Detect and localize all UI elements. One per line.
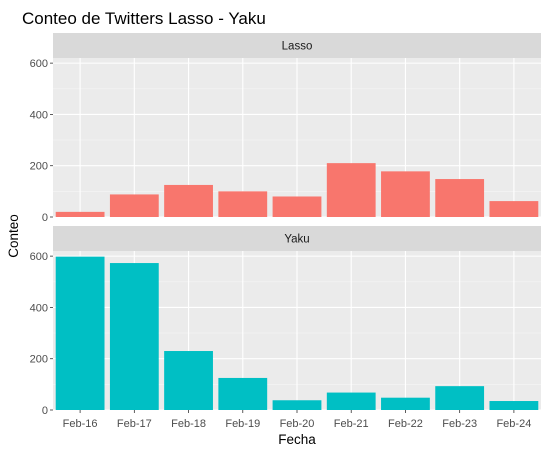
facet-strip-label: Lasso [282, 41, 313, 53]
bar-yaku-feb-21 [326, 392, 376, 410]
chart-title: Conteo de Twitters Lasso - Yaku [22, 9, 266, 28]
facet-strip [53, 226, 541, 251]
bar-lasso-feb-20 [272, 196, 322, 217]
x-tick-label: Feb-24 [496, 418, 531, 430]
x-tick-label: Feb-18 [171, 418, 206, 430]
facet-strip-label: Yaku [284, 234, 309, 246]
bar-yaku-feb-20 [272, 400, 322, 410]
y-tick-label: 400 [30, 109, 48, 121]
x-tick-label: Feb-20 [280, 418, 315, 430]
bar-yaku-feb-23 [435, 386, 485, 410]
x-tick-label: Feb-17 [117, 418, 152, 430]
bar-lasso-feb-23 [435, 179, 485, 217]
x-tick-label: Feb-16 [63, 418, 98, 430]
bar-lasso-feb-18 [164, 184, 213, 217]
bar-yaku-feb-16 [55, 256, 105, 410]
bar-yaku-feb-19 [218, 377, 268, 410]
x-tick-label: Feb-21 [334, 418, 369, 430]
bar-yaku-feb-17 [109, 263, 159, 410]
x-tick-label: Feb-23 [442, 418, 477, 430]
bar-yaku-feb-24 [489, 401, 539, 410]
y-tick-label: 600 [30, 251, 48, 263]
x-tick-label: Feb-19 [225, 418, 260, 430]
facet-panels: Lasso 0 200 400 600 Yaku 0 200 400 600 Feb-16 Feb-1… [30, 33, 541, 430]
bar-yaku-feb-18 [164, 351, 213, 410]
facet-strip [53, 33, 541, 58]
y-tick-label: 0 [42, 405, 48, 417]
bar-lasso-feb-21 [326, 163, 376, 217]
y-tick-label: 0 [42, 212, 48, 224]
y-tick-label: 600 [30, 58, 48, 70]
bar-lasso-feb-22 [381, 171, 430, 217]
y-tick-label: 400 [30, 302, 48, 314]
bar-lasso-feb-19 [218, 191, 268, 217]
y-axis-title: Conteo [6, 214, 21, 258]
y-tick-label: 200 [30, 161, 48, 173]
x-tick-label: Feb-22 [388, 418, 423, 430]
bar-lasso-feb-24 [489, 201, 539, 217]
x-axis-title: Fecha [278, 432, 316, 447]
bar-yaku-feb-22 [381, 397, 430, 410]
bar-lasso-feb-16 [55, 211, 105, 217]
bar-lasso-feb-17 [109, 194, 159, 217]
y-tick-label: 200 [30, 354, 48, 366]
